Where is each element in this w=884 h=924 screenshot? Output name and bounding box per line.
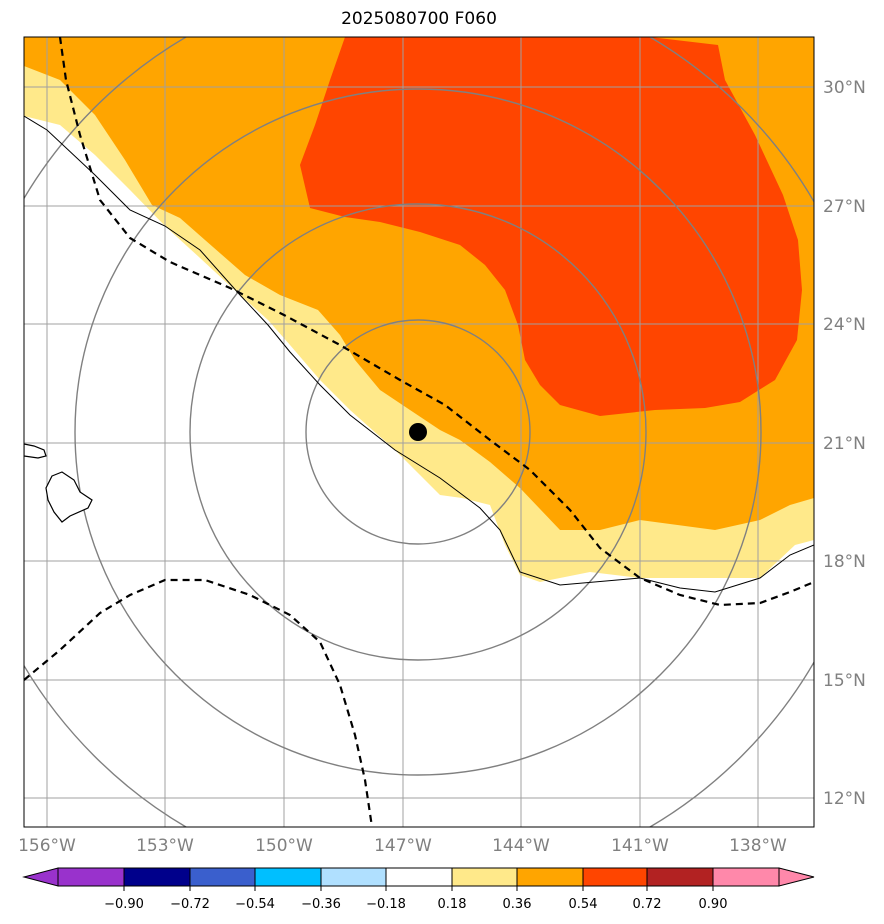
colorbar-segment: [451, 867, 518, 887]
colorbar-arrow-high: [778, 867, 815, 887]
colorbar-label: 0.54: [569, 897, 598, 912]
map-title: 2025080700 F060: [341, 9, 497, 29]
lon-label: 147°W: [374, 836, 432, 856]
lon-label: 138°W: [729, 836, 787, 856]
dashed-contours: [24, 37, 814, 827]
coastline-north: [24, 115, 814, 593]
colorbar-label: 0.72: [633, 897, 662, 912]
colorbar-arrow-low: [22, 867, 59, 887]
colorbar-segment: [646, 867, 714, 887]
colorbar-label: −0.36: [301, 897, 341, 912]
lat-label: 12°N: [823, 789, 866, 809]
dashed-contour-south: [24, 578, 374, 827]
map-area: [24, 37, 814, 827]
gridlines: [24, 37, 814, 827]
lon-label: 156°W: [18, 836, 76, 856]
colorbar-segment: [582, 867, 648, 887]
range-ring-2: [189, 203, 647, 661]
latitude-labels: 30°N 27°N 24°N 21°N 18°N 15°N 12°N: [823, 78, 866, 809]
lon-label: 144°W: [492, 836, 550, 856]
colorbar-segment: [189, 867, 256, 887]
colorbar-label: −0.54: [235, 897, 275, 912]
lat-label: 24°N: [823, 315, 866, 335]
lon-label: 153°W: [136, 836, 194, 856]
range-rings: [24, 37, 814, 827]
colorbar-labels: −0.90 −0.72 −0.54 −0.36 −0.18 0.18 0.36 …: [104, 897, 727, 912]
shading-band-red-orange: [300, 37, 802, 416]
lon-label: 150°W: [255, 836, 313, 856]
island-hawaii: [45, 471, 93, 523]
coastlines: [24, 115, 814, 593]
colorbar-segment: [385, 867, 453, 887]
range-ring-1: [305, 319, 531, 545]
lat-label: 27°N: [823, 197, 866, 217]
longitude-labels: 156°W 153°W 150°W 147°W 144°W 141°W 138°…: [18, 836, 787, 856]
lon-label: 141°W: [611, 836, 669, 856]
colorbar-label: 0.36: [503, 897, 532, 912]
colorbar-segment: [320, 867, 387, 887]
map-frame: [23, 36, 815, 828]
island-maui: [24, 443, 47, 459]
colorbar-label: −0.18: [366, 897, 406, 912]
lat-label: 18°N: [823, 552, 866, 572]
colorbar-label: 0.18: [438, 897, 467, 912]
colorbar-segment: [254, 867, 322, 887]
lat-label: 15°N: [823, 671, 866, 691]
colorbar-segment: [57, 867, 125, 887]
colorbar: [22, 867, 815, 887]
colorbar-label: −0.72: [170, 897, 210, 912]
colorbar-ticks: [123, 886, 714, 891]
range-ring-3: [74, 88, 762, 776]
colorbar-segment: [123, 867, 191, 887]
colorbar-segment: [712, 867, 780, 887]
lat-label: 30°N: [823, 78, 866, 98]
colorbar-label: 0.90: [699, 897, 728, 912]
storm-center-marker: [409, 423, 427, 441]
lat-label: 21°N: [823, 434, 866, 454]
colorbar-label: −0.90: [104, 897, 144, 912]
dashed-contour-north: [58, 37, 814, 607]
colorbar-segment: [516, 867, 584, 887]
